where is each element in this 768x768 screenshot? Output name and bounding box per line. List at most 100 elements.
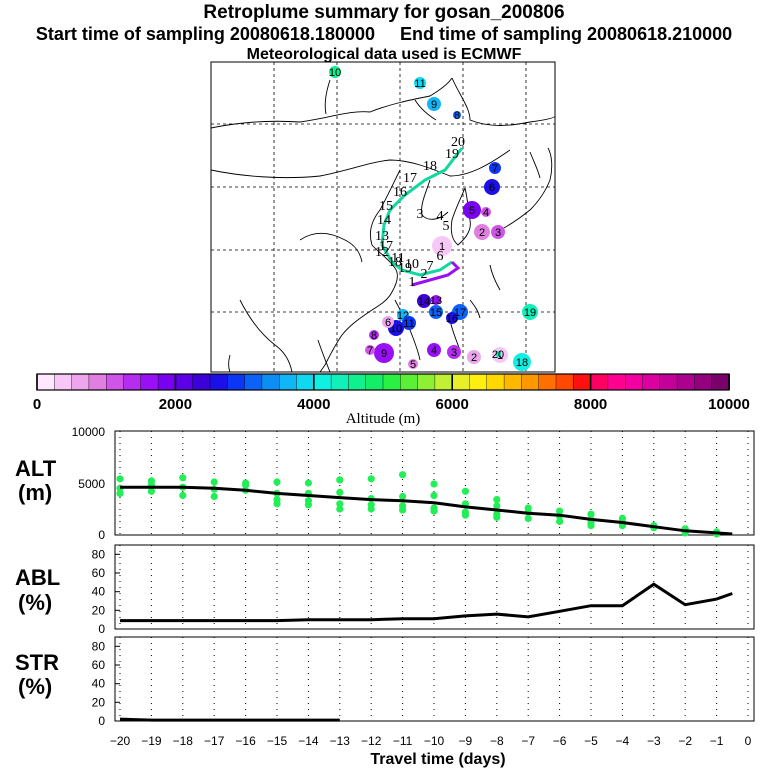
alt-point xyxy=(587,510,595,518)
colorbar-ticks: 0 2000 4000 6000 8000 10000 xyxy=(33,374,750,413)
alt-point xyxy=(524,514,532,523)
colorbar-segment xyxy=(140,373,159,391)
colorbar-segment xyxy=(400,373,419,391)
trajectory-day-label: 10 xyxy=(405,257,419,272)
y-tick-label: 80 xyxy=(92,547,106,561)
alt-point xyxy=(461,487,469,495)
colorbar-segment xyxy=(244,373,263,391)
colorbar-segment xyxy=(503,373,523,391)
alt-point xyxy=(461,511,469,519)
colorbar-segments xyxy=(36,373,730,391)
cluster-label: 6 xyxy=(385,317,391,329)
y-tick-label: 0 xyxy=(98,622,105,636)
cluster-label: 1 xyxy=(439,241,445,253)
cluster-marker xyxy=(481,207,491,217)
alt-point xyxy=(399,471,407,479)
cluster-marker xyxy=(429,305,443,319)
alt-point xyxy=(430,491,438,500)
colorbar-segment xyxy=(382,373,402,391)
y-tick-label: 80 xyxy=(92,639,106,653)
alt-point xyxy=(210,492,218,501)
y-tick-label: 0 xyxy=(98,714,105,728)
cluster-marker xyxy=(382,316,394,328)
x-tick-label: −20 xyxy=(110,734,131,748)
trajectory-a-tail xyxy=(411,260,461,287)
alt-point xyxy=(556,507,564,515)
cluster-marker xyxy=(453,111,461,119)
cluster-label: 10 xyxy=(329,67,341,79)
colorbar-segment xyxy=(538,373,557,391)
alt-point xyxy=(367,501,375,509)
alt-point xyxy=(367,475,375,483)
cluster-label: 10 xyxy=(390,323,402,335)
colorbar-segment xyxy=(642,373,661,391)
trajectory-day-label: 6 xyxy=(437,249,444,264)
cluster-label: 2 xyxy=(471,352,477,364)
str-label: STR xyxy=(15,650,59,675)
colorbar-segment xyxy=(157,373,177,391)
cluster-label: 8 xyxy=(371,330,377,342)
colorbar-segment xyxy=(573,373,592,391)
x-tick-label: −12 xyxy=(361,734,382,748)
cluster-marker xyxy=(432,236,452,256)
y-tick-label: 20 xyxy=(92,695,106,709)
abl-gridlines xyxy=(119,545,749,629)
cluster-marker xyxy=(374,343,394,363)
cluster-label: 19 xyxy=(524,307,536,319)
trajectory-day-label: 14 xyxy=(377,213,391,228)
alt-ytick-5000: 5000 xyxy=(78,477,105,491)
alt-point xyxy=(304,479,312,487)
colorbar-segment xyxy=(521,373,540,391)
colorbar-segment xyxy=(296,373,315,391)
colorbar-segment xyxy=(434,373,453,391)
y-tick-label: 60 xyxy=(92,658,106,672)
alt-point xyxy=(179,474,187,482)
colorbar-tick-label: 8000 xyxy=(574,396,607,413)
colorbar-segment xyxy=(227,373,246,391)
cluster-label: 4 xyxy=(483,207,489,219)
alt-point xyxy=(116,489,124,497)
alt-mean-polyline xyxy=(120,485,733,536)
colorbar-label: Altitude (m) xyxy=(346,411,421,427)
cluster-marker xyxy=(467,350,481,364)
x-tick-label: −10 xyxy=(424,734,445,748)
x-tick-label: −19 xyxy=(141,734,162,748)
trajectory-day-label: 19 xyxy=(445,147,459,162)
alt-point xyxy=(147,487,155,495)
cluster-label: 3 xyxy=(451,347,457,359)
cluster-marker xyxy=(329,66,341,78)
alt-point xyxy=(587,522,595,530)
colorbar-segment xyxy=(209,373,229,391)
x-tick-label: −15 xyxy=(267,734,288,748)
alt-point xyxy=(399,506,407,514)
map-gridlines xyxy=(211,62,555,372)
trajectory-day-label: 2 xyxy=(421,267,428,282)
cluster-label: 4 xyxy=(431,345,437,357)
x-tick-label: −2 xyxy=(678,734,692,748)
trajectory-day-label: 1 xyxy=(409,275,416,290)
trajectory-paths xyxy=(380,147,464,287)
alt-point xyxy=(336,505,344,513)
trajectory-day-label: 15 xyxy=(379,199,393,214)
cluster-label: 11 xyxy=(403,318,414,330)
cluster-label: 20 xyxy=(492,349,504,361)
x-axis-ticks: −20 −19 −18 −17 −16 −15 −14 −13 −12 −11 −10 −9 −8 −7−… xyxy=(110,734,752,748)
trajectory-day-label: 13 xyxy=(375,229,389,244)
trajectory-day-label: 18 xyxy=(423,159,437,174)
y-tick-label: 40 xyxy=(92,585,106,599)
series-polyline xyxy=(120,582,733,623)
x-tick-label: −18 xyxy=(173,734,194,748)
cluster-marker xyxy=(414,77,426,89)
str-panel: STR (%) 0 20 40 60 80 xyxy=(15,636,755,728)
colorbar-segment xyxy=(659,373,678,391)
cluster-marker xyxy=(427,343,441,357)
cluster-label: 9 xyxy=(381,348,387,360)
colorbar-segment xyxy=(555,373,575,391)
y-tick-label: 40 xyxy=(92,677,106,691)
colorbar-tick-label: 0 xyxy=(33,396,41,413)
cluster-label: 18 xyxy=(516,357,528,369)
cluster-marker xyxy=(365,345,375,355)
cluster-marker xyxy=(402,316,416,330)
colorbar-tick-label: 10000 xyxy=(708,396,750,413)
